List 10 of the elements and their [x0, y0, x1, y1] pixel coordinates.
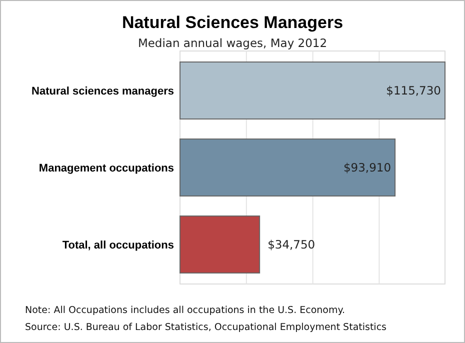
chart-title: Natural Sciences Managers — [122, 13, 344, 32]
text: Note: All Occupations includes all occupations in the U.S. Economy. — [25, 305, 346, 316]
y-tick-label: Natural sciences managers — [32, 85, 174, 98]
data-label: $93,910 — [343, 160, 392, 175]
y-tick-label: Total, all occupations — [62, 239, 174, 252]
y-tick-label: Management occupations — [38, 162, 174, 174]
data-label: $34,750 — [268, 238, 316, 252]
source-note: Source: U.S. Bureau of Labor Statistics, Occupational Employment Statistics — [25, 322, 387, 333]
chart-subtitle: Median annual wages, May 2012 — [138, 36, 328, 50]
data-label: $115,730 — [386, 84, 441, 98]
